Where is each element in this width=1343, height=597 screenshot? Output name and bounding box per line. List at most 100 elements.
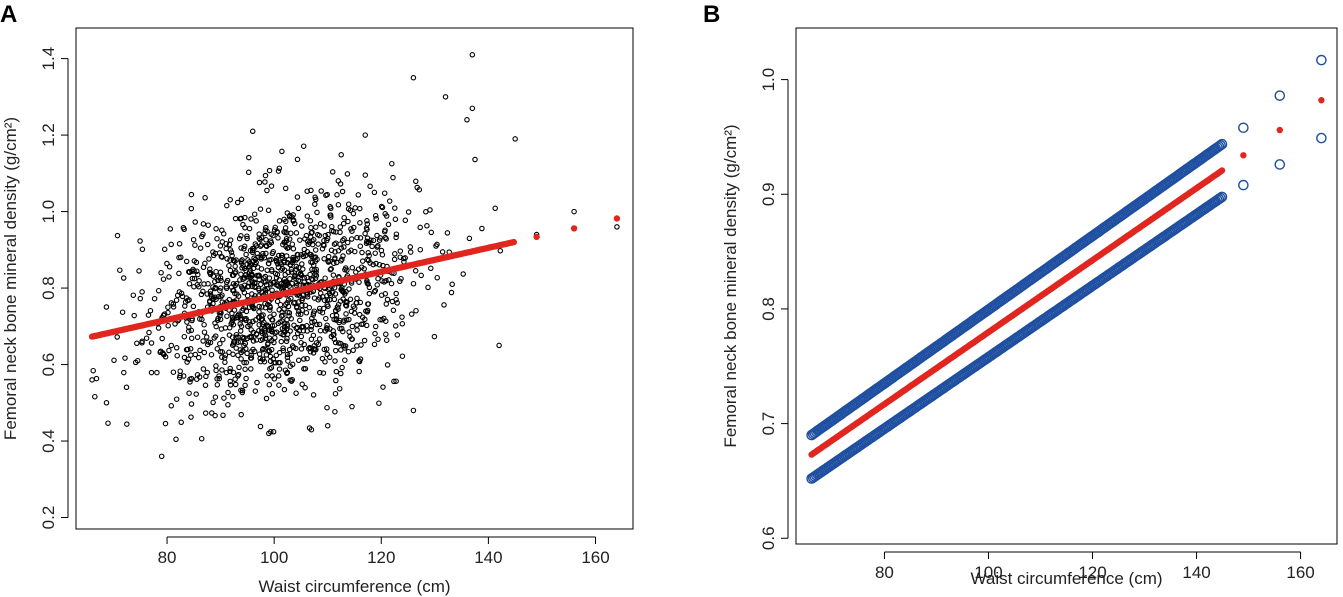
observed-point [204, 291, 210, 297]
observed-point [187, 346, 194, 352]
observed-point [205, 339, 212, 345]
observed-point [382, 291, 389, 297]
observed-point [294, 330, 301, 337]
observed-point [249, 249, 256, 256]
observed-point [210, 252, 217, 259]
observed-point [264, 228, 270, 235]
observed-point [241, 289, 248, 296]
observed-point [224, 202, 230, 209]
observed-point [331, 296, 338, 303]
observed-point [271, 227, 278, 233]
observed-point [296, 308, 302, 315]
observed-point [232, 376, 238, 382]
observed-point [136, 268, 142, 274]
observed-point [188, 352, 194, 358]
observed-point [173, 345, 180, 351]
observed-point [237, 321, 243, 327]
observed-point [168, 403, 175, 409]
observed-point [253, 218, 259, 224]
observed-point [271, 311, 277, 318]
observed-point [254, 272, 260, 279]
observed-point [226, 241, 233, 248]
observed-point [219, 227, 225, 234]
observed-point [398, 275, 404, 282]
observed-point [324, 301, 330, 308]
observed-point [269, 287, 275, 294]
observed-point [114, 334, 120, 340]
observed-point [339, 256, 345, 262]
observed-point [309, 253, 315, 260]
observed-point [416, 186, 423, 193]
observed-point [210, 273, 217, 279]
observed-point [383, 337, 390, 343]
observed-point [155, 325, 162, 331]
y-tick-label: 0.6 [39, 353, 58, 377]
observed-point [469, 52, 476, 58]
observed-point [257, 337, 264, 344]
observed-point [345, 218, 351, 225]
observed-point [190, 236, 197, 243]
observed-point [304, 355, 310, 362]
observed-point [393, 378, 399, 384]
observed-point [284, 351, 291, 358]
observed-point [230, 369, 237, 376]
observed-point [340, 220, 347, 227]
observed-point [267, 280, 274, 286]
observed-point [318, 188, 324, 194]
observed-point [349, 323, 356, 330]
y-tick-label: 0.2 [39, 506, 58, 530]
observed-point [264, 187, 270, 194]
observed-point [304, 213, 311, 219]
observed-point [263, 242, 269, 249]
observed-point [300, 143, 307, 149]
observed-point [354, 234, 360, 241]
observed-point [341, 214, 347, 221]
observed-point [300, 292, 306, 298]
observed-point [325, 258, 331, 264]
observed-point [287, 261, 294, 268]
ci-point [1238, 179, 1249, 191]
panel-a-letter: A [0, 1, 17, 28]
observed-point [346, 286, 352, 292]
observed-point [200, 264, 207, 271]
y-tick-label: 1.0 [39, 200, 58, 224]
observed-point [225, 402, 231, 408]
observed-point [295, 252, 301, 258]
observed-point [311, 308, 318, 314]
observed-point [314, 231, 321, 238]
observed-point [217, 285, 224, 291]
observed-point [336, 385, 343, 392]
observed-point [217, 348, 224, 355]
observed-point [243, 317, 249, 324]
observed-point [147, 307, 154, 314]
observed-point [321, 256, 327, 262]
observed-point [428, 229, 435, 236]
observed-point [410, 407, 417, 414]
observed-point [189, 275, 196, 282]
observed-point [212, 294, 218, 301]
observed-point [198, 435, 205, 442]
observed-point [177, 368, 183, 374]
observed-point [288, 266, 295, 273]
observed-point [280, 345, 286, 351]
observed-point [357, 356, 364, 362]
fitted-point [613, 215, 621, 222]
observed-point [365, 257, 372, 264]
ci-point [1216, 191, 1228, 203]
observed-point [271, 322, 278, 328]
observed-point [233, 281, 240, 287]
observed-point [179, 293, 186, 300]
observed-point [139, 289, 145, 295]
observed-point [306, 304, 313, 311]
observed-point [311, 295, 318, 301]
observed-point [239, 257, 245, 263]
observed-point [282, 225, 289, 231]
observed-point [165, 304, 171, 310]
observed-point [174, 352, 180, 359]
observed-point [371, 189, 378, 196]
observed-point [249, 273, 255, 279]
fitted-point [1318, 97, 1325, 104]
observed-point [372, 250, 378, 256]
observed-point [253, 330, 260, 337]
observed-point [293, 230, 300, 236]
